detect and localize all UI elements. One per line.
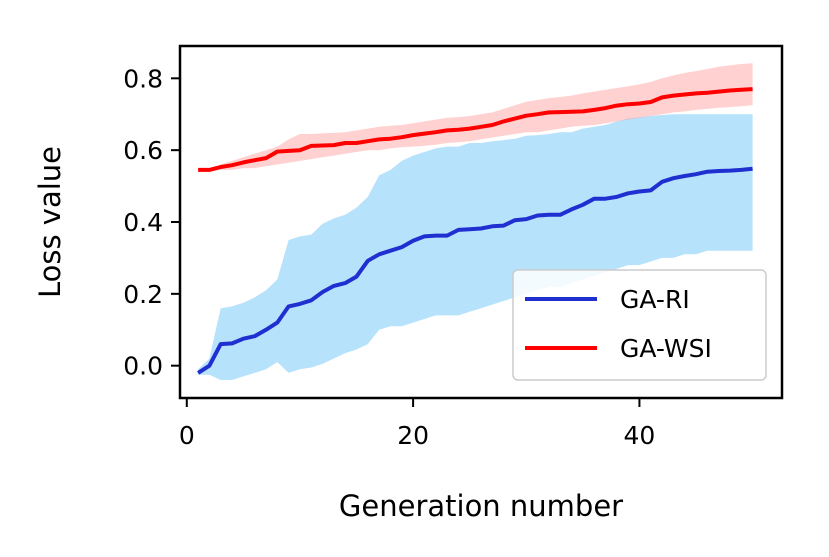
y-tick-label: 0.2: [123, 280, 163, 309]
legend: GA-RI GA-WSI: [512, 269, 767, 381]
y-tick-label: 0.6: [123, 136, 163, 165]
legend-label-ga-wsi: GA-WSI: [620, 334, 712, 363]
legend-label-ga-ri: GA-RI: [620, 285, 690, 314]
y-tick-label: 0.4: [123, 208, 163, 237]
y-tick-label: 0.8: [123, 64, 163, 93]
x-axis-label: Generation number: [339, 489, 623, 523]
y-axis-label: Loss value: [33, 146, 67, 298]
y-axis-ticks: 0.0 0.2 0.4 0.6 0.8: [123, 64, 180, 381]
x-axis-ticks: 0 20 40: [179, 398, 655, 450]
band-ga-ri: [198, 114, 753, 380]
y-tick-label: 0.0: [123, 352, 163, 381]
series-lines: [197, 87, 753, 375]
x-tick-label: 0: [179, 421, 195, 450]
line-ga-wsi: [198, 87, 753, 172]
x-tick-label: 40: [624, 421, 656, 450]
line-ga-ri: [197, 166, 753, 375]
x-tick-label: 20: [397, 421, 429, 450]
